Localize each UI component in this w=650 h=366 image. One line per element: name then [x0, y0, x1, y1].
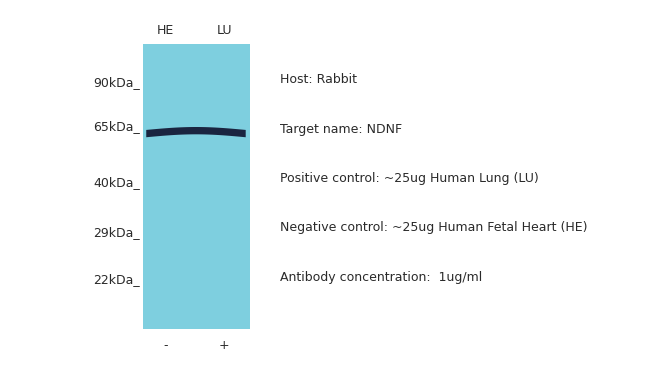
Text: Positive control: ~25ug Human Lung (LU): Positive control: ~25ug Human Lung (LU) — [280, 172, 538, 185]
Bar — [143, 44, 250, 329]
Text: 29kDa_: 29kDa_ — [93, 226, 140, 239]
Text: Antibody concentration:  1ug/ml: Antibody concentration: 1ug/ml — [280, 271, 482, 284]
Text: 65kDa_: 65kDa_ — [93, 120, 140, 133]
Text: 90kDa_: 90kDa_ — [93, 76, 140, 89]
Text: +: + — [219, 339, 229, 352]
Text: Host: Rabbit: Host: Rabbit — [280, 73, 356, 86]
Text: -: - — [164, 339, 168, 352]
Text: 40kDa_: 40kDa_ — [93, 176, 140, 190]
Text: Negative control: ~25ug Human Fetal Heart (HE): Negative control: ~25ug Human Fetal Hear… — [280, 221, 587, 235]
Text: 22kDa_: 22kDa_ — [93, 273, 140, 287]
Polygon shape — [146, 127, 246, 137]
Text: LU: LU — [216, 23, 232, 37]
Text: HE: HE — [157, 23, 174, 37]
Text: Target name: NDNF: Target name: NDNF — [280, 123, 402, 136]
